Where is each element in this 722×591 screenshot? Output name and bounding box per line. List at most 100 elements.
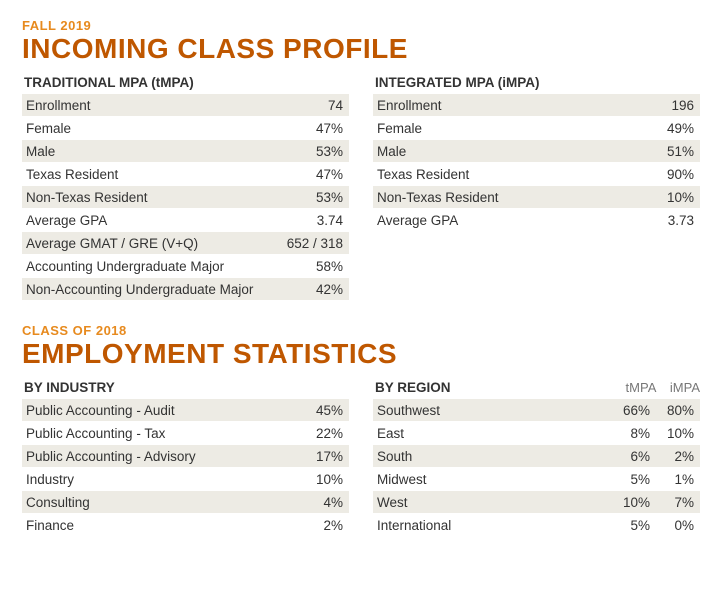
row-value-tmpa: 8% (612, 422, 656, 445)
region-subcol-tmpa: tMPA (616, 380, 656, 395)
row-label: Finance (22, 514, 293, 537)
row-label: Non-Accounting Undergraduate Major (22, 278, 278, 301)
table-row: Female47% (22, 117, 349, 140)
tmpa-column: TRADITIONAL MPA (tMPA) Enrollment74Femal… (22, 75, 349, 301)
row-value-impa: 10% (656, 422, 700, 445)
row-value-tmpa: 5% (612, 514, 656, 537)
table-row: Industry10% (22, 468, 349, 491)
row-label: Midwest (373, 468, 612, 491)
section1-columns: TRADITIONAL MPA (tMPA) Enrollment74Femal… (22, 75, 700, 301)
table-row: Non-Accounting Undergraduate Major42% (22, 278, 349, 301)
table-row: Enrollment74 (22, 94, 349, 117)
region-column: BY REGION tMPA iMPA Southwest66%80%East8… (373, 380, 700, 537)
row-label: Industry (22, 468, 293, 491)
row-value: 10% (628, 186, 700, 209)
row-value: 17% (293, 445, 349, 468)
table-row: East8%10% (373, 422, 700, 445)
row-value: 196 (628, 94, 700, 117)
region-subcolumns: tMPA iMPA (616, 380, 700, 395)
table-row: Southwest66%80% (373, 399, 700, 422)
table-row: West10%7% (373, 491, 700, 514)
impa-column: INTEGRATED MPA (iMPA) Enrollment196Femal… (373, 75, 700, 301)
row-label: Average GMAT / GRE (V+Q) (22, 232, 278, 255)
row-value: 2% (293, 514, 349, 537)
table-row: Male51% (373, 140, 700, 163)
row-value: 53% (278, 186, 349, 209)
table-row: Texas Resident47% (22, 163, 349, 186)
row-label: Public Accounting - Advisory (22, 445, 293, 468)
row-label: West (373, 491, 612, 514)
region-header-label: BY REGION (375, 380, 451, 395)
table-row: Average GPA3.73 (373, 209, 700, 232)
row-label: Southwest (373, 399, 612, 422)
table-row: Midwest5%1% (373, 468, 700, 491)
industry-table: Public Accounting - Audit45%Public Accou… (22, 399, 349, 537)
industry-header: BY INDUSTRY (22, 380, 349, 395)
table-row: South6%2% (373, 445, 700, 468)
row-value: 53% (278, 140, 349, 163)
table-row: Public Accounting - Tax22% (22, 422, 349, 445)
row-label: Non-Texas Resident (373, 186, 628, 209)
table-row: Finance2% (22, 514, 349, 537)
row-label: Average GPA (373, 209, 628, 232)
row-value-tmpa: 6% (612, 445, 656, 468)
row-label: Female (373, 117, 628, 140)
row-value: 90% (628, 163, 700, 186)
row-value: 652 / 318 (278, 232, 349, 255)
table-row: Non-Texas Resident53% (22, 186, 349, 209)
row-value: 42% (278, 278, 349, 301)
region-subcol-impa: iMPA (660, 380, 700, 395)
row-label: Accounting Undergraduate Major (22, 255, 278, 278)
row-value: 3.74 (278, 209, 349, 232)
row-value: 47% (278, 163, 349, 186)
table-row: Public Accounting - Audit45% (22, 399, 349, 422)
table-row: International5%0% (373, 514, 700, 537)
table-row: Accounting Undergraduate Major58% (22, 255, 349, 278)
row-label: Texas Resident (373, 163, 628, 186)
row-label: Enrollment (22, 94, 278, 117)
table-row: Average GPA3.74 (22, 209, 349, 232)
section2-eyebrow: CLASS OF 2018 (22, 323, 700, 338)
row-value-tmpa: 66% (612, 399, 656, 422)
table-row: Average GMAT / GRE (V+Q)652 / 318 (22, 232, 349, 255)
table-row: Male53% (22, 140, 349, 163)
row-value-impa: 7% (656, 491, 700, 514)
row-label: Average GPA (22, 209, 278, 232)
table-row: Texas Resident90% (373, 163, 700, 186)
table-row: Public Accounting - Advisory17% (22, 445, 349, 468)
row-value: 74 (278, 94, 349, 117)
row-value: 49% (628, 117, 700, 140)
region-table: Southwest66%80%East8%10%South6%2%Midwest… (373, 399, 700, 537)
section1-eyebrow: FALL 2019 (22, 18, 700, 33)
row-label: Public Accounting - Tax (22, 422, 293, 445)
row-label: Enrollment (373, 94, 628, 117)
row-value-impa: 1% (656, 468, 700, 491)
row-value: 22% (293, 422, 349, 445)
row-value: 51% (628, 140, 700, 163)
row-value-impa: 2% (656, 445, 700, 468)
row-value-tmpa: 10% (612, 491, 656, 514)
table-row: Female49% (373, 117, 700, 140)
row-label: Consulting (22, 491, 293, 514)
impa-header: INTEGRATED MPA (iMPA) (373, 75, 700, 90)
row-value-impa: 0% (656, 514, 700, 537)
tmpa-header: TRADITIONAL MPA (tMPA) (22, 75, 349, 90)
table-row: Non-Texas Resident10% (373, 186, 700, 209)
row-label: Public Accounting - Audit (22, 399, 293, 422)
row-label: Female (22, 117, 278, 140)
row-value: 45% (293, 399, 349, 422)
section2-columns: BY INDUSTRY Public Accounting - Audit45%… (22, 380, 700, 537)
row-label: Texas Resident (22, 163, 278, 186)
table-row: Consulting4% (22, 491, 349, 514)
table-row: Enrollment196 (373, 94, 700, 117)
row-value: 4% (293, 491, 349, 514)
impa-table: Enrollment196Female49%Male51%Texas Resid… (373, 94, 700, 232)
row-label: East (373, 422, 612, 445)
row-label: Male (22, 140, 278, 163)
row-value-tmpa: 5% (612, 468, 656, 491)
industry-column: BY INDUSTRY Public Accounting - Audit45%… (22, 380, 349, 537)
tmpa-table: Enrollment74Female47%Male53%Texas Reside… (22, 94, 349, 301)
row-value: 47% (278, 117, 349, 140)
row-value: 10% (293, 468, 349, 491)
row-label: Non-Texas Resident (22, 186, 278, 209)
